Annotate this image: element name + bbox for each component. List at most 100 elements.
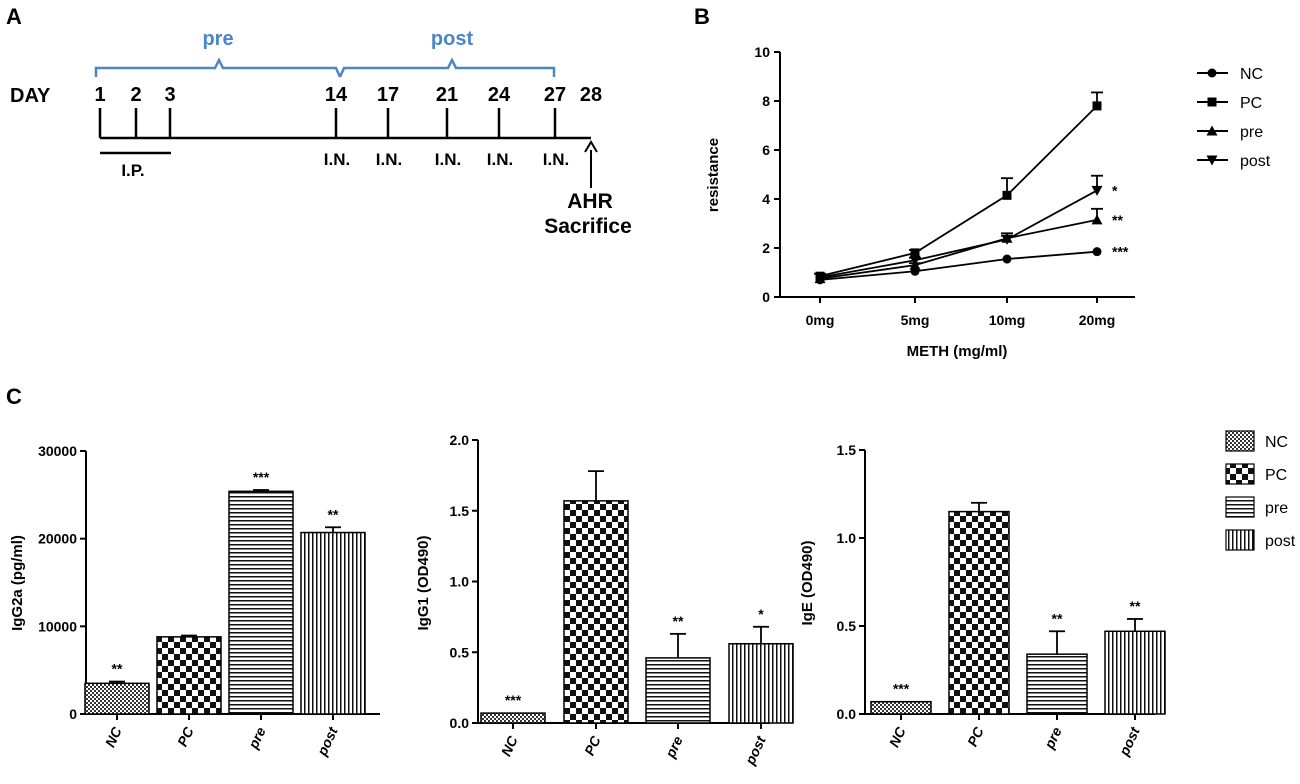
y-axis-title: IgG1 (OD490) — [415, 535, 432, 630]
y-tick-label: 10000 — [38, 618, 77, 634]
data-point — [1091, 185, 1103, 196]
series-line — [819, 105, 1098, 278]
series-post: * — [814, 174, 1118, 283]
y-tick-label: 2.0 — [450, 432, 470, 448]
bar-post — [1104, 630, 1166, 715]
y-tick-label: 0.0 — [837, 706, 857, 722]
legend-swatch — [1225, 430, 1255, 452]
legend-marker — [1206, 155, 1218, 166]
x-axis-title: METH (mg/ml) — [907, 343, 1008, 360]
y-tick-label: 8 — [762, 93, 770, 109]
x-tick-label: 10mg — [989, 312, 1026, 328]
ip-label: I.P. — [121, 161, 144, 180]
legend-marker — [1206, 125, 1218, 136]
y-tick-label: 1.5 — [837, 442, 857, 458]
significance-label: ** — [1112, 212, 1123, 228]
y-tick-label: 1.0 — [450, 574, 470, 590]
y-axis-title: IgE (OD490) — [799, 540, 816, 625]
data-point — [910, 248, 920, 258]
day-24: 24 — [488, 84, 511, 106]
legend-item-post: post — [1225, 529, 1296, 551]
series-NC: *** — [815, 244, 1129, 285]
y-tick-label: 0 — [762, 289, 770, 305]
bar-pre — [645, 657, 711, 724]
y-tick-label: 0.5 — [450, 644, 470, 660]
day-3: 3 — [164, 84, 175, 106]
x-tick-label: 20mg — [1079, 312, 1116, 328]
bar-pre — [1026, 653, 1088, 715]
legend-label: post — [1240, 153, 1271, 170]
day-17: 17 — [377, 84, 399, 106]
x-tick-label: PC — [174, 724, 197, 749]
legend-label: pre — [1240, 124, 1263, 141]
data-point — [1092, 101, 1102, 111]
x-tick-label: pre — [1041, 724, 1065, 752]
x-tick-label: 0mg — [806, 312, 835, 328]
in-label: I.N. — [376, 150, 402, 169]
legend-item-post: post — [1197, 153, 1271, 170]
y-tick-label: 1.0 — [837, 530, 857, 546]
day-14: 14 — [325, 84, 348, 106]
series-line — [819, 189, 1098, 279]
significance-label: ** — [112, 661, 123, 677]
in-label: I.N. — [435, 150, 461, 169]
bar-post — [728, 643, 794, 724]
post-label: post — [431, 28, 474, 50]
in-label: I.N. — [324, 150, 350, 169]
y-axis-title: IgG2a (pg/ml) — [9, 535, 26, 631]
x-tick-label: NC — [886, 724, 909, 750]
timeline: DAY pre post 1 2 3 14 17 21 24 27 28 I.P. I.N. I.… — [10, 28, 632, 238]
legend-label: PC — [1240, 95, 1262, 112]
day-label: DAY — [10, 85, 51, 107]
legend-label: post — [1265, 533, 1296, 550]
y-tick-label: 0 — [69, 706, 77, 722]
data-point — [1002, 254, 1012, 264]
x-tick-label: PC — [964, 724, 987, 749]
day-2: 2 — [130, 84, 141, 106]
day-21: 21 — [436, 84, 458, 106]
legend-item-pre: pre — [1197, 124, 1263, 141]
data-point — [814, 272, 826, 283]
bar-pre — [228, 490, 294, 715]
data-point — [1001, 234, 1013, 245]
data-point — [1002, 190, 1012, 200]
bar-NC — [480, 712, 546, 724]
significance-label: ** — [1130, 598, 1141, 614]
pre-label: pre — [202, 28, 233, 50]
bar-PC — [948, 510, 1010, 715]
day-1: 1 — [94, 84, 105, 106]
post-brace — [338, 57, 556, 78]
y-tick-label: 2 — [762, 240, 770, 256]
legend-marker — [1207, 68, 1217, 78]
pre-brace — [94, 57, 342, 78]
y-tick-label: 0.0 — [450, 715, 470, 731]
significance-label: ** — [1052, 610, 1063, 626]
arrowhead-icon — [584, 140, 598, 153]
bar-NC — [870, 700, 932, 715]
legend-item-NC: NC — [1225, 430, 1288, 452]
significance-label: *** — [893, 681, 910, 697]
significance-label: *** — [253, 469, 270, 485]
bar-post — [300, 531, 366, 715]
significance-label: ** — [328, 506, 339, 522]
legend-swatch — [1225, 529, 1255, 551]
x-tick-label: PC — [581, 733, 604, 758]
x-tick-label: NC — [102, 724, 125, 750]
bar-chart-igg2a: 0 10000 20000 30000 IgG2a (pg/ml) ** NC PC *** pr… — [9, 443, 380, 759]
legend-item-PC: PC — [1197, 95, 1262, 112]
bar-PC — [156, 636, 222, 715]
y-tick-label: 10 — [754, 44, 770, 60]
legend-swatch — [1225, 463, 1255, 485]
panel-label-a: A — [6, 4, 22, 29]
panel-label-b: B — [694, 4, 710, 29]
data-point — [1092, 247, 1102, 257]
bar-PC — [563, 500, 629, 724]
panel-label-c: C — [6, 384, 22, 409]
day-28: 28 — [580, 84, 602, 106]
legend-label: PC — [1265, 467, 1287, 484]
bar-legend: NC PC pre post — [1225, 430, 1296, 551]
bar-NC — [84, 682, 150, 715]
x-tick-label: pre — [662, 733, 686, 761]
x-tick-label: post — [741, 732, 769, 768]
